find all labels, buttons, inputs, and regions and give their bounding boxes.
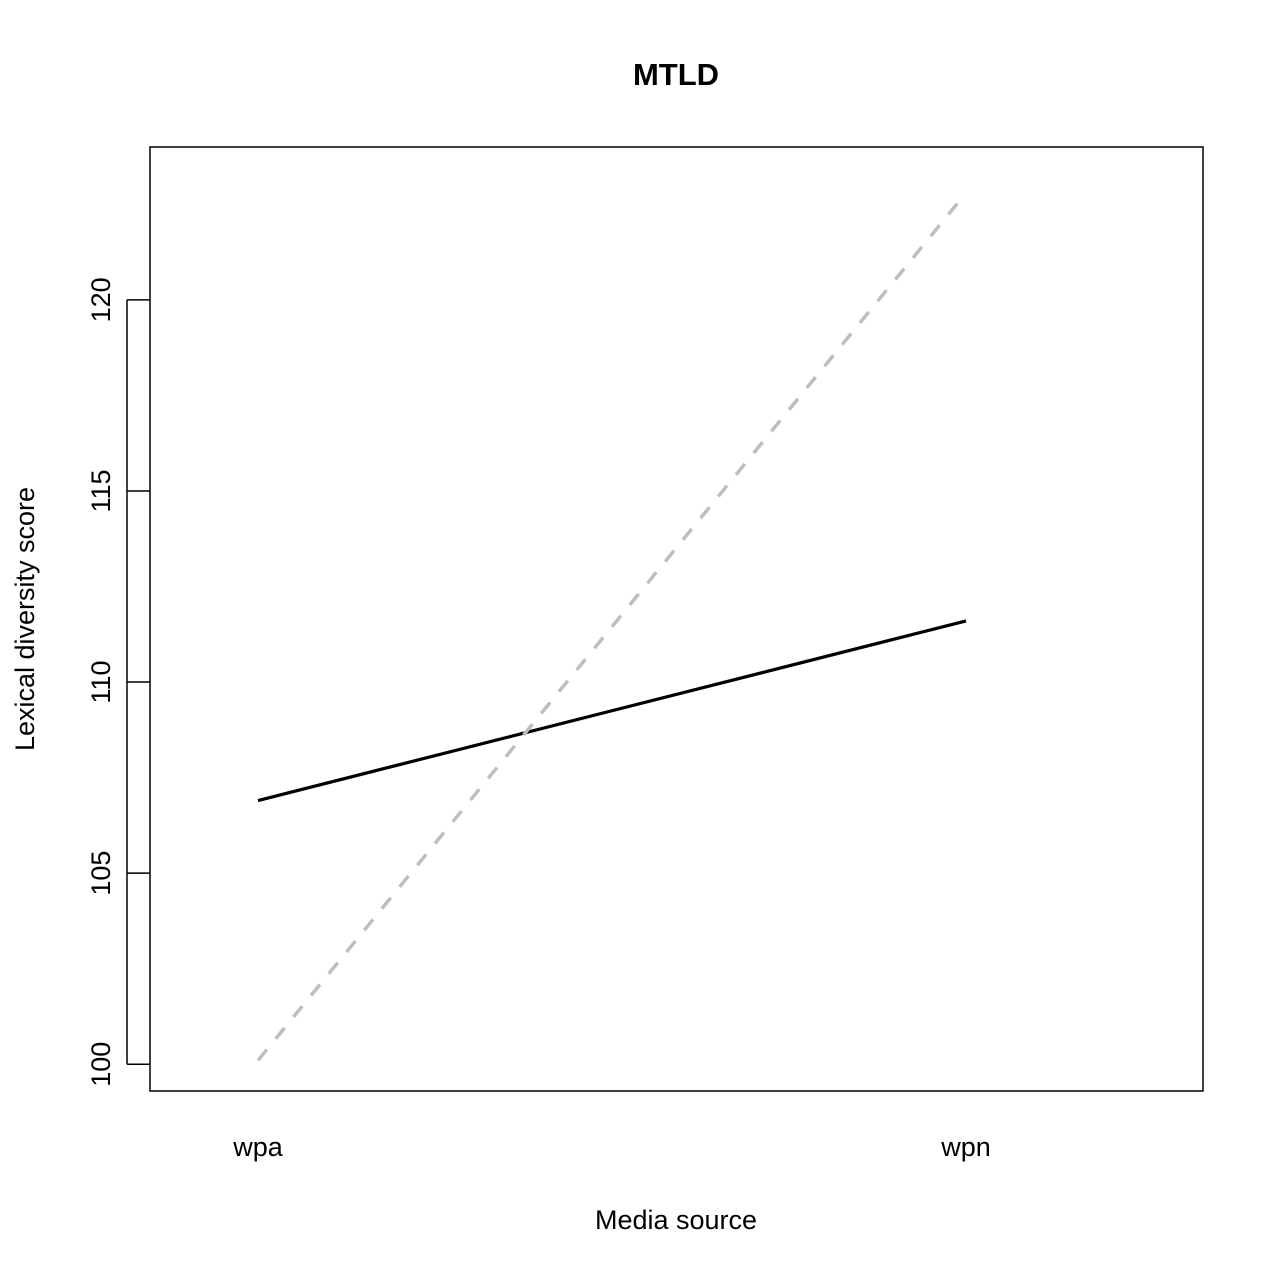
series-layer — [256, 191, 968, 1062]
x-tick-label: wpn — [940, 1132, 991, 1162]
y-tick-label: 105 — [86, 851, 116, 896]
x-tick-label: wpa — [232, 1132, 284, 1162]
series-line-2 — [256, 191, 968, 1062]
y-tick-label: 115 — [86, 469, 116, 512]
y-tick-label: 100 — [86, 1042, 116, 1087]
plot-frame — [149, 146, 1204, 1092]
y-tick-label: 110 — [86, 661, 116, 704]
y-axis-title: Lexical diversity score — [10, 487, 40, 751]
y-axis: 100 105 110 115 120 — [86, 277, 150, 1087]
series-line-1 — [257, 619, 967, 803]
x-axis: wpa wpn — [232, 1132, 991, 1162]
x-axis-title: Media source — [595, 1205, 757, 1235]
y-tick-label: 120 — [86, 277, 116, 322]
chart-title: MTLD — [633, 57, 719, 92]
